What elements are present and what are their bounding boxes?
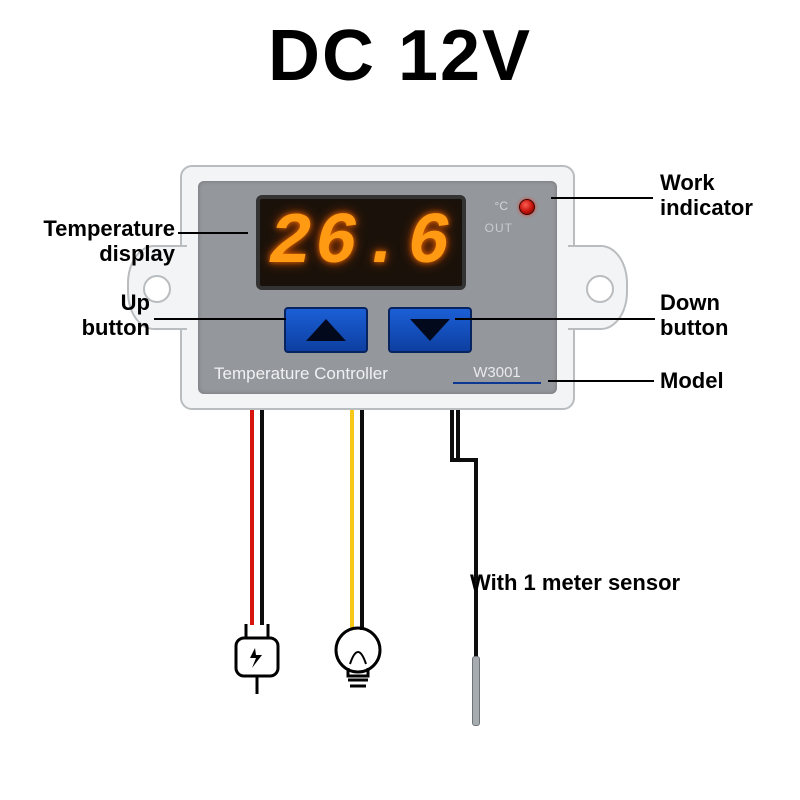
up-button[interactable] <box>284 307 368 353</box>
bulb-icon <box>330 620 386 700</box>
label-row: Temperature Controller W3001 <box>214 363 541 384</box>
work-led-icon <box>519 199 535 215</box>
wire-sensor <box>450 458 476 462</box>
callout-down-button: Down button <box>660 290 728 341</box>
lead-line <box>154 318 286 320</box>
mount-hole <box>586 275 614 303</box>
button-row <box>198 307 557 353</box>
lead-line <box>455 318 655 320</box>
arrow-down-icon <box>410 319 450 341</box>
wire-yellow <box>350 410 354 630</box>
controller-device: 26.6 °C OUT Temperature Controller W3001 <box>180 165 575 410</box>
degree-label: °C <box>495 199 508 213</box>
lead-line <box>178 232 248 234</box>
out-label: OUT <box>485 221 513 235</box>
wire-black <box>360 410 364 630</box>
wire-sensor <box>450 410 454 460</box>
callout-up-button: Up button <box>80 290 150 341</box>
wire-black <box>260 410 264 625</box>
lcd-screen: 26.6 <box>256 195 466 290</box>
callout-model: Model <box>660 368 724 393</box>
sensor-probe-icon <box>472 656 480 726</box>
power-plug-icon <box>222 620 292 700</box>
wire-sensor <box>456 410 460 460</box>
wire-red <box>250 410 254 625</box>
controller-label: Temperature Controller <box>214 364 388 384</box>
lead-line <box>548 380 654 382</box>
lead-line <box>551 197 653 199</box>
callout-work-indicator: Work indicator <box>660 170 753 221</box>
voltage-title: DC 12V <box>268 15 532 97</box>
down-button[interactable] <box>388 307 472 353</box>
callout-temp-display: Temperature display <box>30 216 175 267</box>
arrow-up-icon <box>306 319 346 341</box>
model-number: W3001 <box>453 363 541 384</box>
temperature-readout: 26.6 <box>269 202 454 284</box>
wire-sensor <box>474 458 478 658</box>
front-panel: 26.6 °C OUT Temperature Controller W3001 <box>198 181 557 394</box>
sensor-note: With 1 meter sensor <box>470 570 680 596</box>
